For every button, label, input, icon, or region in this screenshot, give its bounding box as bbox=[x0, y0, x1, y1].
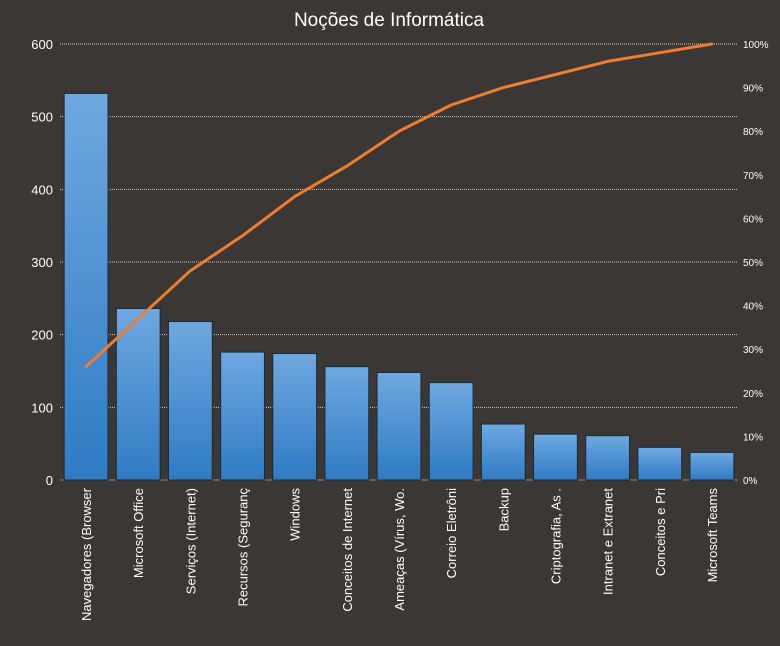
bar bbox=[480, 423, 526, 481]
right-axis: 0% 10% 20% 30% 40% 50% 60% 70% 80% 90% 100% bbox=[743, 40, 769, 487]
left-axis-tick-label: 0 bbox=[46, 473, 53, 488]
right-axis-tick-label: 60% bbox=[743, 214, 763, 225]
right-axis-tick-label: 50% bbox=[743, 258, 763, 269]
bar bbox=[376, 371, 422, 481]
x-axis-category-label: Microsoft Office bbox=[131, 488, 146, 578]
x-axis-category-label: Intranet e Extranet bbox=[601, 488, 616, 595]
bar bbox=[63, 92, 109, 481]
bar bbox=[167, 321, 213, 481]
bar bbox=[533, 433, 578, 481]
left-axis-tick-label: 300 bbox=[31, 255, 53, 270]
left-axis: 0 100 200 300 400 500 600 bbox=[31, 37, 53, 488]
right-axis-tick-label: 0% bbox=[743, 476, 758, 487]
bar bbox=[585, 435, 631, 481]
left-axis-tick-label: 600 bbox=[31, 37, 53, 52]
chart-title: Noções de Informática bbox=[294, 10, 485, 31]
bar bbox=[115, 308, 161, 481]
right-axis-tick-label: 40% bbox=[743, 302, 763, 313]
left-axis-tick-label: 500 bbox=[31, 110, 53, 125]
x-axis-labels: Navegadores (Browser Microsoft Office Serv… bbox=[79, 487, 720, 621]
x-axis-category-label: Serviços (Internet) bbox=[183, 488, 198, 594]
left-axis-tick-label: 200 bbox=[31, 328, 53, 343]
x-axis-category-label: Recursos (Seguranç bbox=[236, 488, 251, 607]
x-axis-category-label: Navegadores (Browser bbox=[79, 487, 94, 621]
right-axis-tick-label: 10% bbox=[743, 432, 763, 443]
right-axis-tick-label: 20% bbox=[743, 389, 763, 400]
bar bbox=[220, 351, 265, 481]
bar bbox=[689, 451, 735, 481]
bars bbox=[63, 92, 735, 481]
right-axis-tick-label: 90% bbox=[743, 84, 763, 95]
bar bbox=[428, 382, 474, 481]
cumulative-line-layer bbox=[84, 42, 714, 369]
x-axis-category-label: Ameaças (Vírus, Wo. bbox=[392, 488, 407, 611]
right-axis-tick-label: 80% bbox=[743, 127, 763, 138]
right-axis-tick-label: 70% bbox=[743, 171, 763, 182]
x-axis-category-label: Microsoft Teams bbox=[705, 488, 720, 583]
x-axis-category-label: Backup bbox=[496, 488, 511, 531]
x-axis-category-label: Criptografia, As . bbox=[549, 488, 564, 584]
bar bbox=[272, 353, 318, 481]
bar bbox=[637, 446, 683, 481]
x-axis-category-label: Correio Eletrôni bbox=[444, 488, 459, 578]
right-axis-tick-label: 100% bbox=[743, 40, 769, 51]
x-axis-category-label: Windows bbox=[288, 488, 303, 541]
left-axis-tick-label: 400 bbox=[31, 182, 53, 197]
x-axis-category-label: Conceitos e Pri bbox=[653, 488, 668, 576]
left-axis-tick-label: 100 bbox=[31, 400, 53, 415]
x-axis-category-label: Conceitos de Internet bbox=[340, 488, 355, 612]
cumulative-line bbox=[84, 42, 714, 369]
bar bbox=[324, 366, 370, 481]
right-axis-tick-label: 30% bbox=[743, 345, 763, 356]
